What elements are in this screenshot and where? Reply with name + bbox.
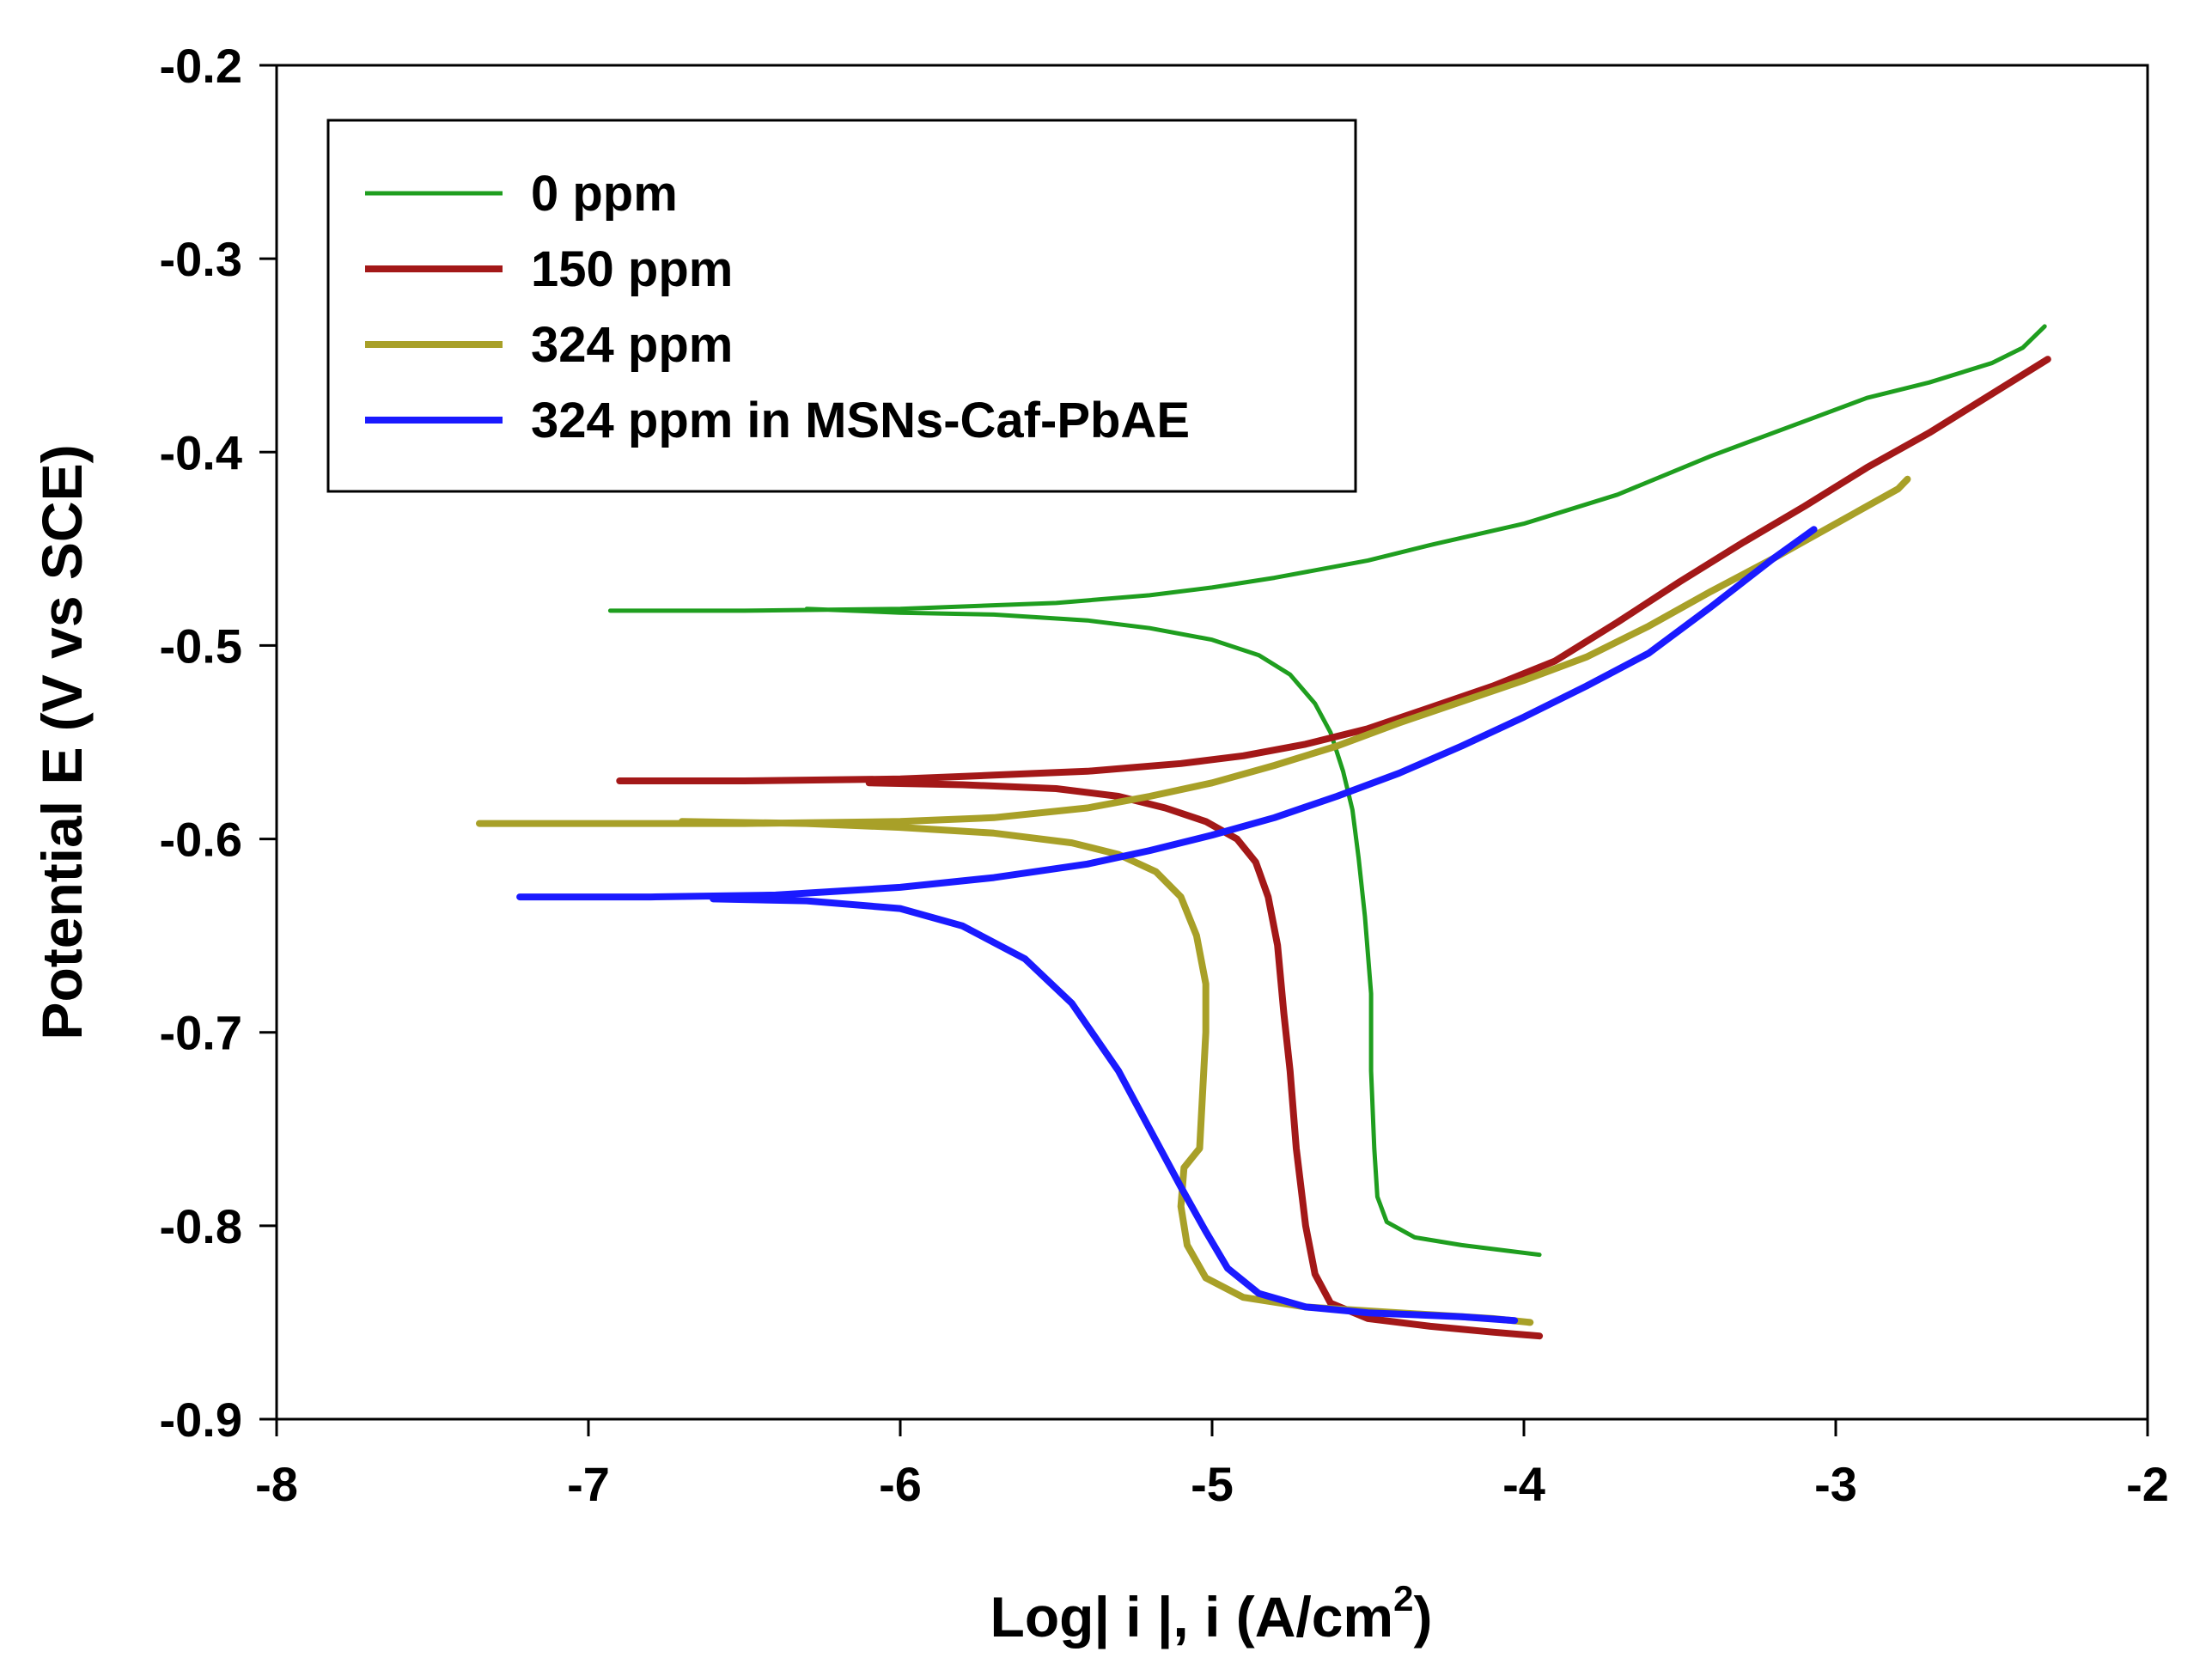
legend-box [326,119,1357,493]
y-tick-label: -0.8 [160,1199,243,1253]
y-tick-label: -0.6 [160,813,243,867]
x-tick-label: -2 [2126,1457,2169,1511]
x-tick-label: -7 [567,1457,610,1511]
legend: 0 ppm 150 ppm 324 ppm 324 ppm in MSNs-Caf-P… [326,119,1357,493]
legend-label: 0 ppm [531,166,678,222]
legend-label: 324 ppm in MSNs-Caf-PbAE [531,393,1190,448]
y-tick-label: -0.7 [160,1006,243,1060]
y-tick-label: -0.5 [160,619,243,673]
series-line-2 [616,356,2051,1340]
x-tick-label: -6 [879,1457,922,1511]
y-tick-label: -0.2 [160,39,243,93]
y-axis-title: Potential E (V vs SCE) [30,444,94,1039]
x-tick-label: -3 [1814,1457,1857,1511]
y-tick-label: -0.9 [160,1393,243,1447]
x-tick-label: -4 [1502,1457,1545,1511]
x-tick-label: -8 [255,1457,298,1511]
x-axis-title-suffix: ) [1413,1585,1432,1649]
x-axis-title-superscript: 2 [1393,1578,1413,1618]
legend-label: 324 ppm [531,317,733,373]
y-tick-label: -0.3 [160,232,243,286]
series-group [476,324,2051,1340]
x-axis-title: Log| i |, i (A/cm2) [990,1578,1433,1650]
y-tick-label: -0.4 [160,425,243,479]
legend-label: 150 ppm [531,241,733,297]
y-axis: -0.2 -0.3 -0.4 -0.5 -0.6 -0.7 -0.8 -0.9 [160,39,277,1447]
series-line-4 [516,526,1818,1325]
x-axis: -8 -7 -6 -5 -4 -3 -2 [255,1419,2169,1511]
x-tick-label: -5 [1191,1457,1234,1511]
series-line-1 [607,324,2047,1258]
series-line-3 [476,475,1911,1326]
